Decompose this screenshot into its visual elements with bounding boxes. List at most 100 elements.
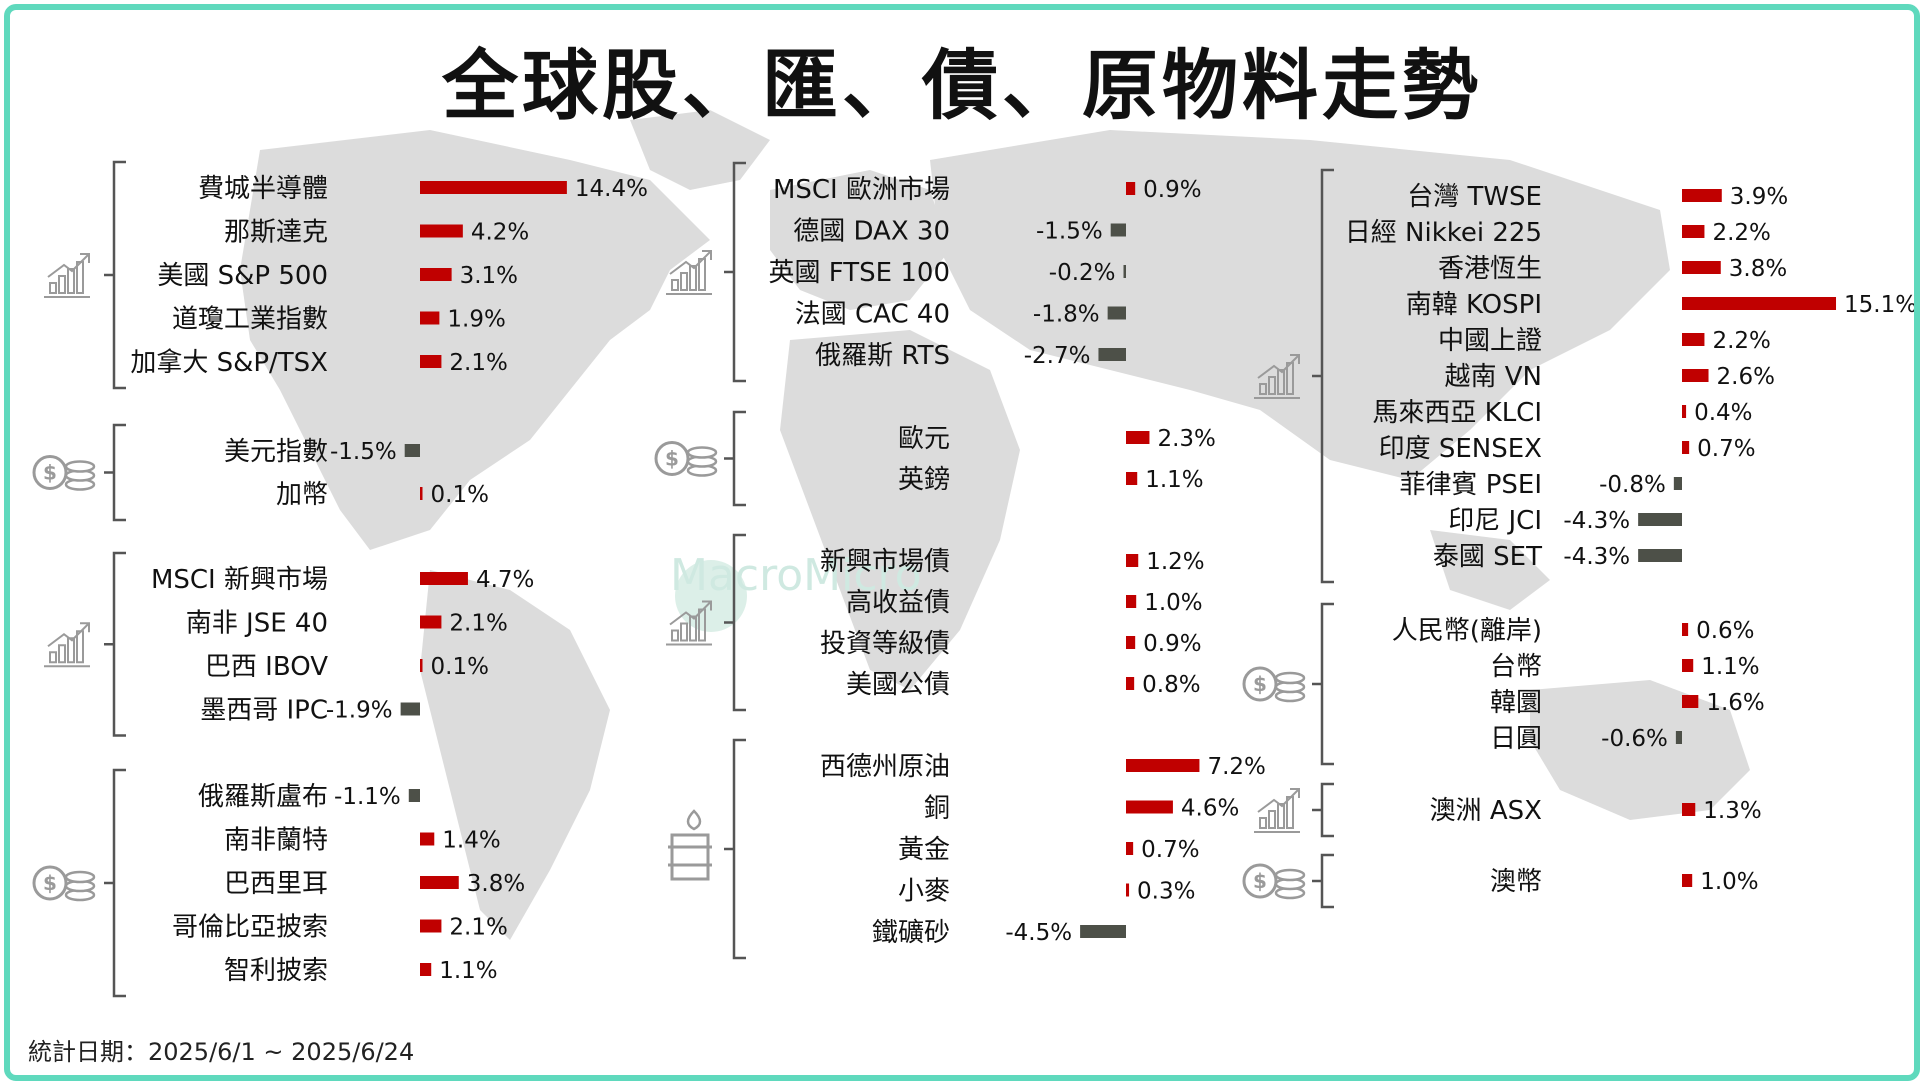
bar-positive — [420, 659, 423, 672]
svg-text:$: $ — [43, 871, 57, 895]
group-bracket — [104, 423, 126, 522]
value-label: 4.6% — [1181, 796, 1239, 822]
category-label: 小麥 — [898, 877, 950, 907]
category-label: 那斯達克 — [224, 218, 328, 248]
bar-positive — [1682, 695, 1699, 708]
value-label: -2.7% — [1024, 343, 1091, 369]
bar-negative — [1638, 513, 1682, 526]
value-label: 0.4% — [1694, 400, 1752, 426]
bar-positive — [1126, 800, 1173, 814]
category-label: 印度 SENSEX — [1379, 434, 1542, 464]
category-label: 新興市場債 — [820, 547, 950, 577]
value-label: 1.1% — [1145, 467, 1203, 493]
stock-chart-icon — [44, 622, 90, 668]
bar-positive — [420, 224, 463, 238]
value-label: 1.0% — [1700, 869, 1758, 895]
bar-positive — [1682, 623, 1689, 636]
category-label: 法國 CAC 40 — [795, 300, 950, 330]
bar-positive — [1682, 369, 1709, 382]
category-label: 道瓊工業指數 — [172, 305, 328, 335]
bar-positive — [1682, 297, 1837, 310]
bar-positive — [420, 572, 468, 585]
bar-positive — [1682, 405, 1687, 418]
category-label: 加拿大 S&P/TSX — [130, 348, 328, 378]
bar-positive — [1682, 659, 1694, 672]
bar-negative — [1673, 477, 1682, 490]
value-label: 1.1% — [439, 958, 497, 984]
value-label: 2.6% — [1717, 364, 1775, 390]
group-bracket — [724, 410, 746, 507]
bar-positive — [1126, 677, 1135, 690]
bar-negative — [1123, 265, 1126, 278]
value-label: -1.1% — [334, 784, 401, 810]
category-label: 台灣 TWSE — [1407, 182, 1542, 212]
bar-positive — [420, 355, 442, 368]
value-label: 0.6% — [1696, 618, 1754, 644]
bar-positive — [420, 876, 459, 889]
category-label: 越南 VN — [1444, 362, 1542, 392]
category-label: 菲律賓 PSEI — [1399, 470, 1542, 500]
category-label: 南韓 KOSPI — [1406, 290, 1542, 320]
value-label: -1.5% — [330, 439, 397, 465]
category-label: 巴西里耳 — [224, 869, 328, 899]
bar-positive — [1126, 759, 1200, 772]
category-label: 澳洲 ASX — [1430, 796, 1542, 826]
category-label: 歐元 — [898, 424, 950, 454]
oil-barrel-icon — [668, 809, 712, 881]
value-label: 0.7% — [1697, 436, 1755, 462]
bar-positive — [420, 181, 567, 194]
bar-positive — [1126, 431, 1150, 444]
bar-negative — [1098, 348, 1126, 361]
category-label: 韓圜 — [1490, 688, 1542, 718]
svg-text:$: $ — [43, 461, 57, 485]
coins-icon: $ — [32, 865, 96, 902]
bar-negative — [1080, 925, 1126, 938]
category-label: MSCI 歐洲市場 — [773, 175, 950, 205]
category-label: 香港恆生 — [1438, 254, 1542, 284]
value-label: 3.9% — [1730, 184, 1788, 210]
value-label: -1.5% — [1036, 219, 1103, 245]
value-label: 1.3% — [1703, 798, 1761, 824]
value-label: -1.9% — [326, 698, 393, 724]
category-label: 哥倫比亞披索 — [172, 913, 328, 943]
category-label: 加幣 — [276, 480, 328, 510]
category-label: 投資等級債 — [820, 629, 950, 659]
value-label: -4.5% — [1005, 920, 1072, 946]
group-bracket — [1312, 168, 1334, 584]
bar-negative — [1107, 306, 1126, 320]
value-label: 4.2% — [471, 220, 529, 246]
bar-positive — [1682, 261, 1721, 274]
bar-positive — [420, 832, 435, 846]
category-label: 鐵礦砂 — [872, 918, 950, 948]
stock-chart-icon — [666, 600, 712, 646]
category-label: 印尼 JCI — [1448, 506, 1542, 536]
svg-text:$: $ — [1253, 869, 1267, 893]
bar-positive — [1126, 883, 1130, 897]
category-label: 銅 — [924, 794, 950, 824]
stock-chart-icon — [1254, 788, 1300, 833]
category-label: 墨西哥 IPC — [200, 696, 328, 726]
group-bracket — [1312, 853, 1334, 909]
category-label: 巴西 IBOV — [205, 652, 328, 682]
category-label: 德國 DAX 30 — [793, 217, 950, 247]
value-label: 0.3% — [1137, 879, 1195, 905]
category-label: 南非蘭特 — [224, 826, 328, 856]
category-label: 高收益債 — [846, 588, 950, 618]
group-bracket — [724, 738, 746, 960]
bar-positive — [420, 311, 440, 325]
coins-icon: $ — [32, 455, 96, 491]
value-label: -0.6% — [1601, 726, 1668, 752]
date-range-note: 統計日期：2025/6/1 ~ 2025/6/24 — [28, 1038, 415, 1066]
group-bracket — [1312, 782, 1334, 838]
bar-negative — [1110, 223, 1126, 237]
value-label: 3.8% — [1729, 256, 1787, 282]
bar-positive — [1682, 441, 1690, 454]
bar-positive — [1126, 595, 1137, 608]
world-map-background — [240, 110, 1750, 940]
watermark-text: MacroMicro — [670, 550, 922, 601]
stock-chart-icon — [666, 250, 712, 295]
value-label: 2.1% — [449, 611, 507, 637]
bar-negative — [408, 789, 420, 802]
category-label: 人民幣(離岸) — [1392, 616, 1542, 646]
category-label: 英鎊 — [898, 465, 950, 495]
